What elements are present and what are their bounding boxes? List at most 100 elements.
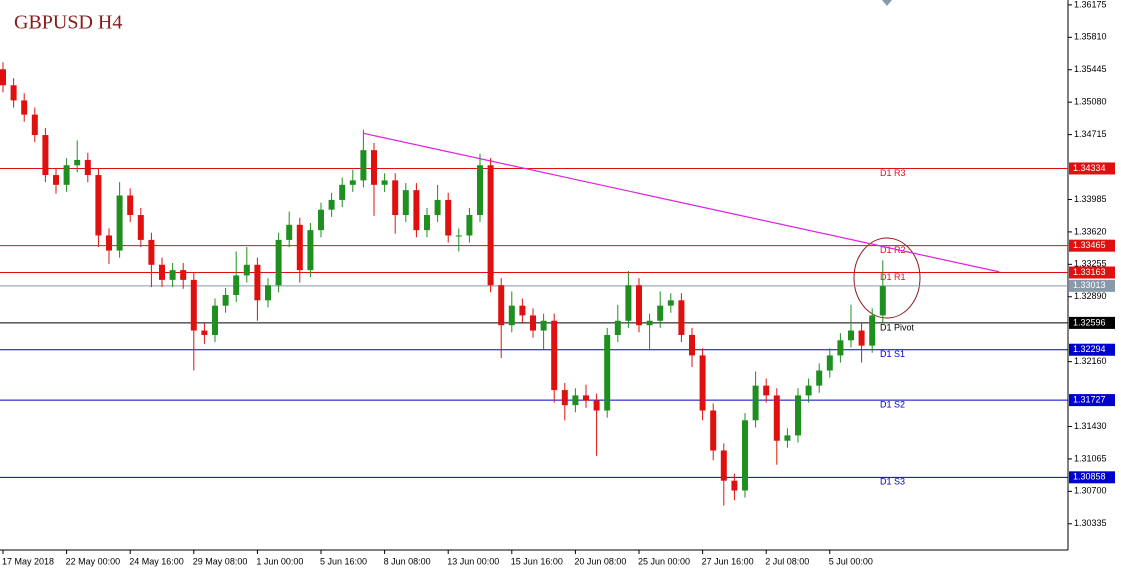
- level-name: D1 R2: [880, 245, 906, 255]
- candle-body: [572, 395, 579, 406]
- level-price-tag-bg: [1069, 471, 1115, 484]
- candle-body: [371, 150, 377, 185]
- level-name: D1 S1: [880, 349, 905, 359]
- level-price-tag-bg: [1069, 394, 1115, 407]
- candle-body: [742, 420, 748, 491]
- level-price-tag-bg: [1069, 316, 1115, 329]
- candle-body: [805, 385, 812, 396]
- candle-body: [392, 180, 399, 216]
- y-tick-label: 1.31430: [1074, 421, 1107, 431]
- candle-body: [201, 330, 208, 335]
- candle-body: [530, 315, 536, 331]
- level-price-tag: 1.32294: [1073, 344, 1106, 354]
- candle-body: [127, 195, 134, 216]
- candle-body: [477, 165, 483, 216]
- candle-body: [95, 175, 102, 236]
- candle-body: [837, 340, 844, 356]
- candle-body: [848, 330, 854, 341]
- candle-body: [561, 390, 568, 406]
- candle-body: [424, 215, 430, 231]
- level-name: D1 R3: [880, 168, 906, 178]
- candle-body: [689, 334, 695, 356]
- candle-body: [795, 395, 801, 436]
- candle-body: [328, 199, 335, 210]
- y-tick-label: 1.30335: [1074, 518, 1107, 528]
- candle-body: [413, 190, 420, 231]
- candle-body: [678, 300, 685, 335]
- candle-body: [667, 300, 674, 306]
- candle-body: [752, 385, 759, 421]
- candle-body: [784, 435, 791, 441]
- candle-body: [63, 165, 70, 185]
- y-tick-label: 1.36175: [1074, 0, 1107, 9]
- candle-body: [540, 320, 547, 331]
- level-price-tag-bg: [1069, 162, 1115, 175]
- candle-body: [339, 184, 346, 200]
- x-tick-label: 20 Jun 08:00: [574, 556, 626, 566]
- candle-body: [381, 180, 388, 185]
- candle-body: [466, 215, 473, 236]
- candle-body: [593, 400, 600, 411]
- chart-title: GBPUSD H4: [14, 12, 122, 34]
- candle-body: [116, 195, 123, 251]
- x-tick-label: 24 May 16:00: [129, 556, 184, 566]
- candle-body: [614, 320, 621, 335]
- candle-body: [402, 190, 409, 216]
- x-tick-label: 5 Jul 00:00: [829, 556, 873, 566]
- candle-body: [720, 450, 727, 481]
- candle-body: [445, 199, 452, 236]
- level-name: D1 S2: [880, 399, 905, 409]
- candle-body: [519, 305, 526, 316]
- level-price-tag: 1.31727: [1073, 394, 1106, 404]
- candle-body: [233, 275, 240, 295]
- candle-body: [106, 235, 112, 251]
- x-tick-label: 8 Jun 08:00: [384, 556, 431, 566]
- candle-body: [498, 285, 505, 326]
- candle-body: [222, 294, 229, 306]
- level-price-tag: 1.33163: [1073, 267, 1106, 277]
- candle-body: [699, 355, 706, 411]
- y-tick-label: 1.31065: [1074, 453, 1107, 463]
- candle-body: [84, 159, 91, 176]
- candle-body: [604, 334, 611, 411]
- candle-body: [275, 239, 282, 286]
- candle-body: [265, 285, 271, 301]
- candle-body: [816, 370, 823, 386]
- candle-body: [254, 264, 261, 301]
- level-price-tag-bg: [1069, 239, 1115, 252]
- x-tick-label: 5 Jun 16:00: [320, 556, 367, 566]
- y-tick-label: 1.34715: [1074, 129, 1107, 139]
- current-price-tag: 1.33013: [1073, 280, 1106, 290]
- candle-body: [773, 395, 780, 441]
- x-tick-label: 2 Jul 08:00: [765, 556, 809, 566]
- candle-body: [31, 114, 38, 136]
- x-tick-label: 13 Jun 00:00: [447, 556, 499, 566]
- candle-body: [869, 315, 876, 346]
- x-tick-label: 29 May 08:00: [193, 556, 248, 566]
- candle-body: [710, 410, 717, 451]
- candle-body: [646, 320, 653, 326]
- x-tick-label: 27 Jun 16:00: [702, 556, 754, 566]
- level-price-tag: 1.32596: [1073, 317, 1106, 327]
- candle-body: [657, 305, 664, 321]
- candle-body: [243, 264, 250, 276]
- x-tick-label: 25 Jun 00:00: [638, 556, 690, 566]
- candle-body: [180, 270, 187, 280]
- level-price-tag: 1.34334: [1073, 163, 1106, 173]
- candle-body: [551, 320, 558, 391]
- candle-body: [10, 85, 17, 101]
- candle-body: [636, 285, 642, 326]
- candle-body: [349, 180, 356, 185]
- y-tick-label: 1.32890: [1074, 291, 1107, 301]
- x-tick-label: 22 May 00:00: [66, 556, 121, 566]
- candle-body: [212, 305, 218, 335]
- candle-body: [879, 286, 886, 316]
- y-tick-label: 1.33255: [1074, 259, 1107, 269]
- candle-body: [508, 305, 515, 326]
- candle-body: [286, 224, 293, 240]
- current-price-tag-bg: [1069, 279, 1115, 292]
- candle-body: [763, 385, 770, 396]
- candle-body: [858, 330, 865, 346]
- candle-body: [583, 395, 589, 401]
- level-name: D1 S3: [880, 477, 905, 487]
